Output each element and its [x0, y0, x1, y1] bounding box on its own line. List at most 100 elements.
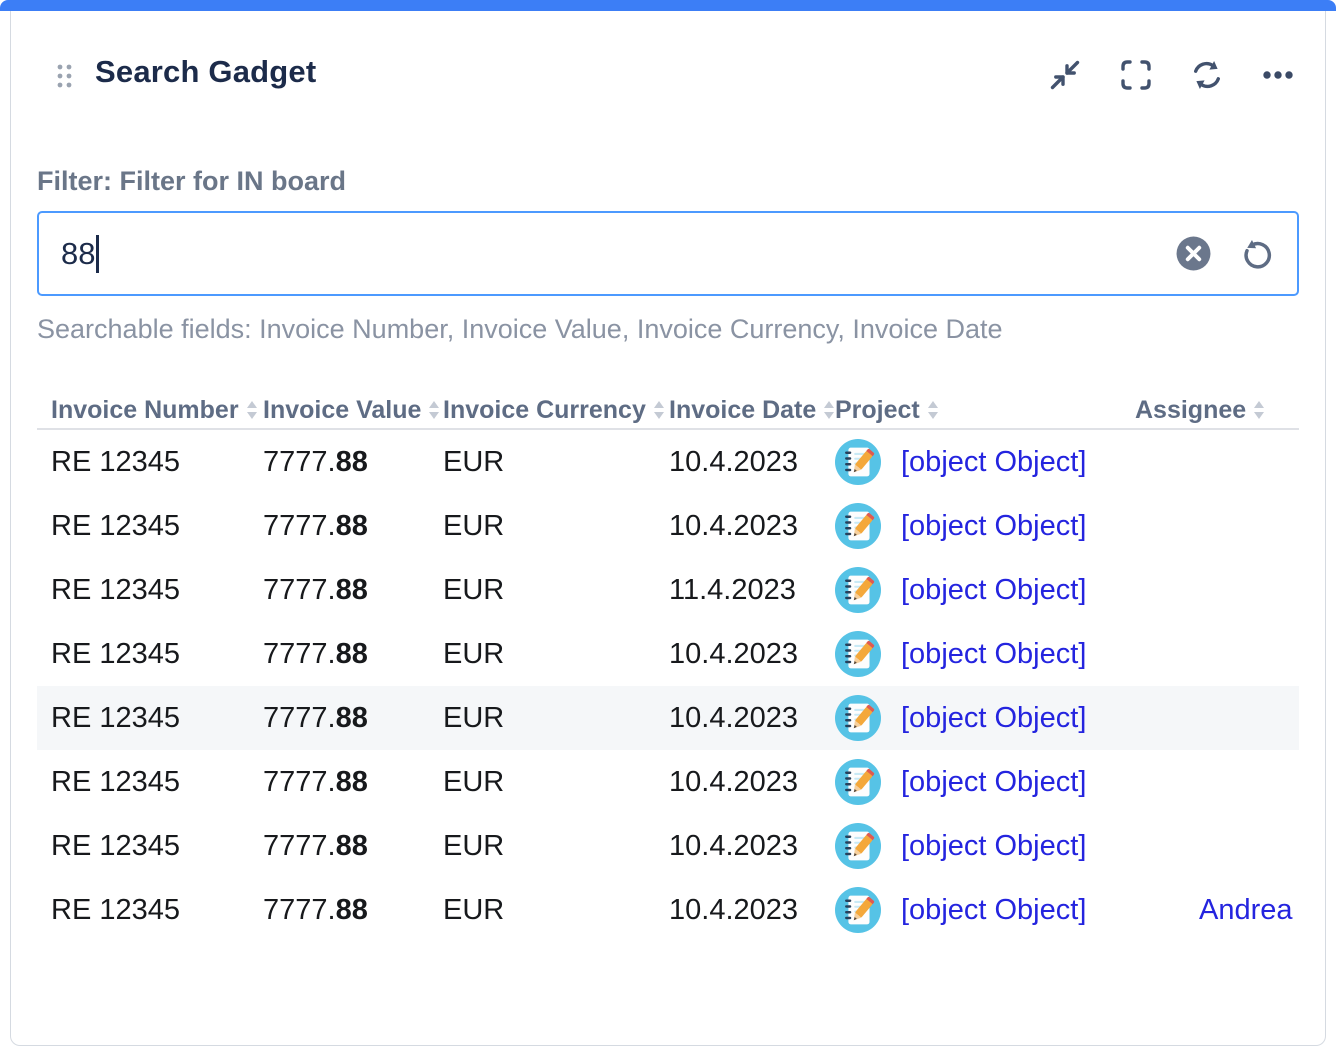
project-cell: [object Object] [835, 759, 1135, 805]
invoice-date-cell: 11.4.2023 [669, 573, 796, 606]
refresh-icon [1189, 57, 1225, 93]
invoice-number-cell: RE 12345 [51, 445, 180, 478]
more-options-button[interactable] [1259, 56, 1297, 94]
project-link[interactable]: [object Object] [901, 509, 1087, 542]
invoice-number-cell: RE 12345 [51, 573, 180, 606]
results-table: Invoice Number Invoice Value Invoice Cur… [37, 392, 1299, 942]
invoice-currency-cell: EUR [443, 637, 505, 670]
invoice-value-cell: 7777.88 [263, 701, 368, 734]
search-match-highlight: 88 [335, 445, 368, 478]
invoice-date-cell: 10.4.2023 [669, 637, 799, 670]
project-cell: [object Object] [835, 823, 1135, 869]
minimize-icon [1047, 57, 1083, 93]
minimize-button[interactable] [1046, 56, 1084, 94]
table-row: RE 12345 7777.88 EUR 10.4.2023 [37, 494, 1299, 558]
project-cell: [object Object] [835, 631, 1135, 677]
project-link[interactable]: [object Object] [901, 445, 1087, 478]
project-avatar-icon[interactable] [835, 695, 881, 741]
assignee-avatar[interactable] [1135, 888, 1179, 932]
sort-icon [926, 399, 940, 421]
reset-search-button[interactable] [1239, 235, 1277, 273]
assignee-link[interactable]: Andrea [1199, 893, 1293, 926]
search-input[interactable]: 88 [37, 211, 1299, 296]
ellipsis-icon [1261, 58, 1295, 92]
text-caret [96, 234, 100, 273]
search-match-highlight: 88 [335, 701, 368, 734]
column-header-invoice-currency[interactable]: Invoice Currency [443, 396, 669, 425]
search-match-highlight: 88 [335, 573, 368, 606]
undo-icon [1239, 235, 1277, 273]
invoice-number-cell: RE 12345 [51, 829, 180, 862]
project-link[interactable]: [object Object] [901, 573, 1087, 606]
project-avatar-icon[interactable] [835, 439, 881, 485]
invoice-value-cell: 7777.88 [263, 829, 368, 862]
invoice-number-cell: RE 12345 [51, 701, 180, 734]
project-avatar-icon[interactable] [835, 567, 881, 613]
invoice-date-cell: 10.4.2023 [669, 829, 799, 862]
search-match-highlight: 88 [335, 893, 368, 926]
sort-icon [652, 399, 666, 421]
search-match-highlight: 88 [335, 829, 368, 862]
column-header-invoice-value[interactable]: Invoice Value [263, 396, 443, 425]
project-avatar-icon[interactable] [835, 759, 881, 805]
invoice-number-cell: RE 12345 [51, 637, 180, 670]
project-link[interactable]: [object Object] [901, 701, 1087, 734]
project-cell: [object Object] [835, 503, 1135, 549]
invoice-date-cell: 10.4.2023 [669, 893, 799, 926]
search-match-highlight: 88 [335, 509, 368, 542]
invoice-currency-cell: EUR [443, 509, 505, 542]
fullscreen-icon [1118, 57, 1154, 93]
invoice-value-cell: 7777.88 [263, 765, 368, 798]
invoice-value-cell: 7777.88 [263, 509, 368, 542]
column-header-assignee[interactable]: Assignee [1135, 396, 1299, 425]
assignee-cell: Andrea [1135, 888, 1299, 932]
project-avatar-icon[interactable] [835, 887, 881, 933]
project-link[interactable]: [object Object] [901, 637, 1087, 670]
column-header-invoice-number[interactable]: Invoice Number [51, 396, 263, 425]
gadget-title: Search Gadget [95, 54, 317, 89]
project-avatar-icon[interactable] [835, 631, 881, 677]
project-cell: [object Object] [835, 887, 1135, 933]
gadget-accent-bar [0, 0, 1336, 11]
drag-handle-icon[interactable] [55, 62, 75, 90]
invoice-date-cell: 10.4.2023 [669, 765, 799, 798]
refresh-button[interactable] [1188, 56, 1226, 94]
table-row: RE 12345 7777.88 EUR 10.4.2023 [37, 814, 1299, 878]
invoice-number-cell: RE 12345 [51, 893, 180, 926]
filter-label: Filter: Filter for IN board [37, 166, 347, 196]
column-header-project[interactable]: Project [835, 396, 1135, 425]
clear-search-button[interactable] [1175, 235, 1213, 273]
invoice-value-cell: 7777.88 [263, 637, 368, 670]
invoice-currency-cell: EUR [443, 573, 505, 606]
search-match-highlight: 88 [335, 637, 368, 670]
table-header-row: Invoice Number Invoice Value Invoice Cur… [37, 392, 1299, 430]
invoice-currency-cell: EUR [443, 701, 505, 734]
sort-icon [822, 399, 836, 421]
gadget-actions [1046, 56, 1297, 94]
project-avatar-icon[interactable] [835, 823, 881, 869]
searchable-fields-hint: Searchable fields: Invoice Number, Invoi… [37, 314, 1003, 344]
sort-icon [1252, 399, 1266, 421]
column-header-invoice-date[interactable]: Invoice Date [669, 396, 835, 425]
project-link[interactable]: [object Object] [901, 893, 1087, 926]
search-match-highlight: 88 [335, 765, 368, 798]
project-link[interactable]: [object Object] [901, 829, 1087, 862]
invoice-value-cell: 7777.88 [263, 445, 368, 478]
clear-circle-icon [1175, 235, 1213, 272]
table-row: RE 12345 7777.88 EUR 10.4.2023 [37, 750, 1299, 814]
table-row: RE 12345 7777.88 EUR 10.4.2023 [37, 686, 1299, 750]
invoice-currency-cell: EUR [443, 765, 505, 798]
project-link[interactable]: [object Object] [901, 765, 1087, 798]
sort-icon [427, 399, 441, 421]
invoice-number-cell: RE 12345 [51, 509, 180, 542]
project-cell: [object Object] [835, 567, 1135, 613]
project-avatar-icon[interactable] [835, 503, 881, 549]
table-row: RE 12345 7777.88 EUR 11.4.2023 [37, 558, 1299, 622]
invoice-currency-cell: EUR [443, 829, 505, 862]
table-row: RE 12345 7777.88 EUR 10.4.2023 [37, 622, 1299, 686]
invoice-currency-cell: EUR [443, 445, 505, 478]
fullscreen-button[interactable] [1117, 56, 1155, 94]
invoice-currency-cell: EUR [443, 893, 505, 926]
table-row: RE 12345 7777.88 EUR 10.4.2023 [37, 878, 1299, 942]
search-gadget-card: Search Gadget [10, 11, 1326, 1046]
